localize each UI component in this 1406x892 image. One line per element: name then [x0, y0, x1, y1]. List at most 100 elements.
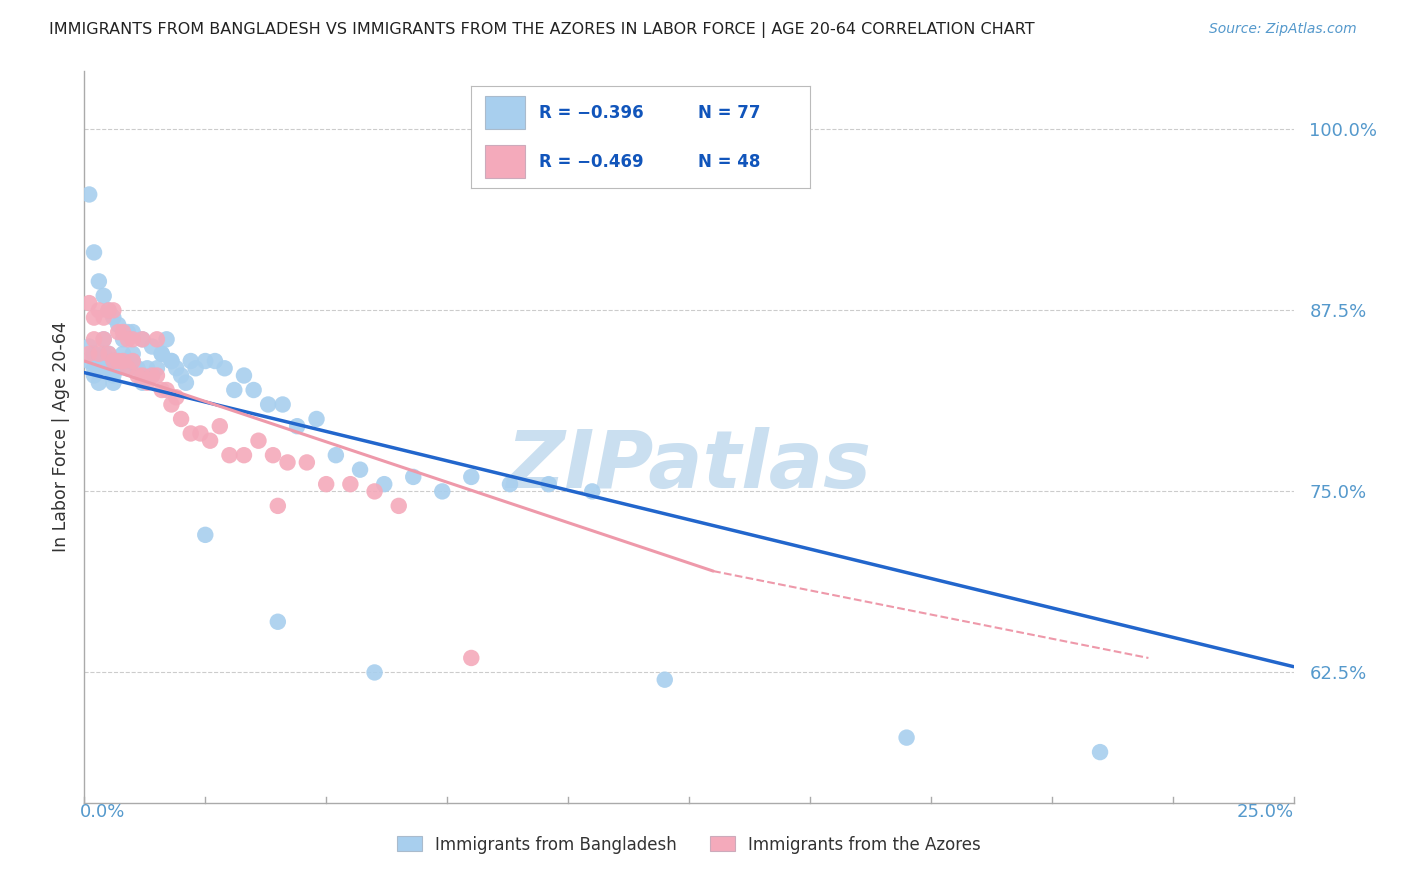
Point	[460, 470, 482, 484]
Point	[93, 354, 115, 368]
Point	[349, 463, 371, 477]
Point	[460, 651, 482, 665]
Point	[121, 325, 143, 339]
Point	[218, 448, 240, 462]
Point	[224, 383, 246, 397]
Point	[87, 303, 110, 318]
Point	[112, 325, 135, 339]
Point	[198, 434, 221, 448]
Point	[160, 397, 183, 411]
Point	[150, 383, 173, 397]
Point	[402, 470, 425, 484]
Point	[97, 303, 120, 318]
Point	[262, 448, 284, 462]
Point	[83, 310, 105, 325]
Point	[117, 332, 139, 346]
Text: 25.0%: 25.0%	[1236, 803, 1294, 821]
Point	[325, 448, 347, 462]
Point	[97, 347, 120, 361]
Point	[184, 361, 207, 376]
Point	[121, 332, 143, 346]
Point	[127, 361, 149, 376]
Point	[83, 332, 105, 346]
Point	[87, 274, 110, 288]
Point	[121, 354, 143, 368]
Point	[87, 361, 110, 376]
Point	[93, 310, 115, 325]
Point	[93, 332, 115, 346]
Point	[97, 361, 120, 376]
Point	[190, 426, 212, 441]
Point	[233, 368, 256, 383]
Point	[257, 397, 280, 411]
Point	[83, 245, 105, 260]
Point	[136, 376, 159, 390]
Point	[141, 340, 163, 354]
Point	[103, 354, 125, 368]
Point	[83, 347, 105, 361]
Point	[107, 354, 129, 368]
Point	[170, 412, 193, 426]
Point	[107, 318, 129, 332]
Point	[194, 354, 217, 368]
Point	[242, 383, 264, 397]
Point	[112, 354, 135, 368]
Point	[117, 361, 139, 376]
Point	[180, 354, 202, 368]
Point	[155, 332, 177, 346]
Point	[499, 477, 522, 491]
Point	[87, 354, 110, 368]
Point	[150, 347, 173, 361]
Point	[141, 368, 163, 383]
Point	[180, 426, 202, 441]
Point	[121, 347, 143, 361]
Point	[170, 368, 193, 383]
Point	[267, 615, 290, 629]
Point	[204, 354, 226, 368]
Point	[127, 368, 149, 383]
Point	[146, 368, 169, 383]
Point	[131, 332, 153, 346]
Point	[107, 354, 129, 368]
Point	[276, 455, 298, 469]
Point	[103, 310, 125, 325]
Point	[131, 368, 153, 383]
Point	[112, 332, 135, 346]
Point	[373, 477, 395, 491]
Point	[1088, 745, 1111, 759]
Point	[77, 354, 100, 368]
Y-axis label: In Labor Force | Age 20-64: In Labor Force | Age 20-64	[52, 322, 70, 552]
Point	[97, 303, 120, 318]
Point	[150, 347, 173, 361]
Text: 0.0%: 0.0%	[80, 803, 125, 821]
Point	[537, 477, 560, 491]
Point	[388, 499, 411, 513]
Point	[131, 332, 153, 346]
Point	[117, 354, 139, 368]
Point	[77, 347, 100, 361]
Point	[136, 361, 159, 376]
Point	[146, 332, 169, 346]
Point	[103, 368, 125, 383]
Legend: Immigrants from Bangladesh, Immigrants from the Azores: Immigrants from Bangladesh, Immigrants f…	[389, 829, 988, 860]
Point	[103, 303, 125, 318]
Text: Source: ZipAtlas.com: Source: ZipAtlas.com	[1209, 22, 1357, 37]
Text: IMMIGRANTS FROM BANGLADESH VS IMMIGRANTS FROM THE AZORES IN LABOR FORCE | AGE 20: IMMIGRANTS FROM BANGLADESH VS IMMIGRANTS…	[49, 22, 1035, 38]
Point	[432, 484, 454, 499]
Point	[214, 361, 236, 376]
Point	[83, 361, 105, 376]
Point	[165, 390, 187, 404]
Point	[363, 665, 385, 680]
Point	[315, 477, 337, 491]
Point	[93, 347, 115, 361]
Point	[581, 484, 603, 499]
Point	[112, 347, 135, 361]
Point	[285, 419, 308, 434]
Point	[363, 484, 385, 499]
Point	[295, 455, 318, 469]
Point	[117, 325, 139, 339]
Point	[654, 673, 676, 687]
Point	[107, 361, 129, 376]
Point	[83, 368, 105, 383]
Point	[77, 340, 100, 354]
